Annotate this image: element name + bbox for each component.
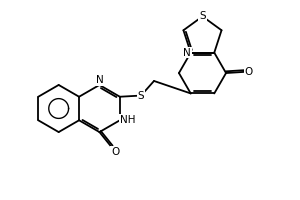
Text: S: S [138,91,144,101]
Text: O: O [111,147,119,157]
Text: N: N [183,48,191,58]
Text: NH: NH [120,115,135,125]
Text: N: N [96,75,103,85]
Text: S: S [199,11,206,21]
Text: O: O [244,67,253,77]
